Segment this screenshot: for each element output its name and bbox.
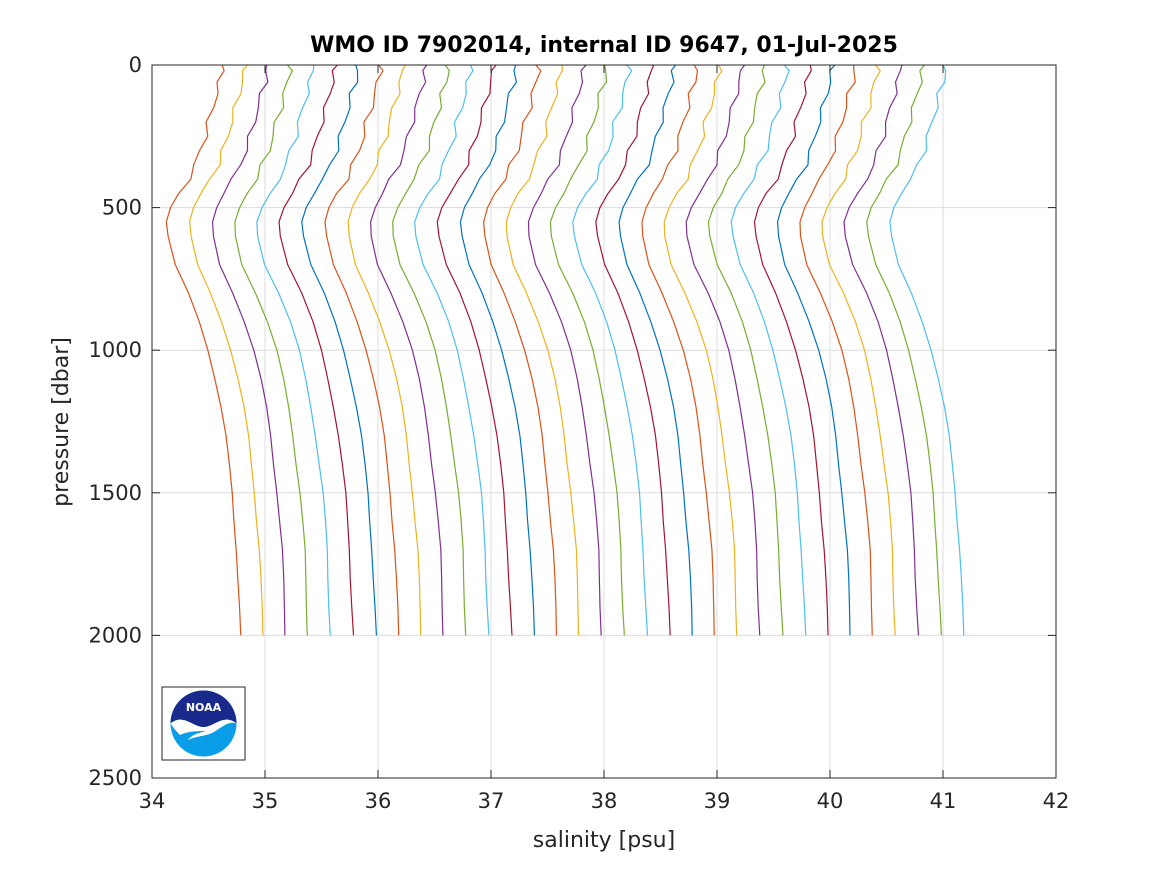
profile-line: [188, 64, 264, 636]
y-tick-label: 1500: [89, 481, 142, 505]
profile-line: [392, 64, 467, 636]
grid-lines: [151, 64, 1057, 779]
profile-line: [436, 64, 513, 636]
chart-title: WMO ID 7902014, internal ID 9647, 01-Jul…: [310, 33, 898, 58]
logo-disc-top: [170, 690, 237, 727]
logo-wave: [170, 719, 237, 740]
x-axis-label: salinity [psu]: [533, 828, 675, 853]
y-axis-label: pressure [dbar]: [49, 337, 74, 507]
profile-line: [483, 64, 558, 636]
profile-line: [889, 64, 965, 636]
profile-line: [347, 64, 422, 636]
profile-line: [165, 64, 242, 636]
profile-line: [799, 64, 873, 636]
profile-line: [256, 64, 331, 636]
y-tick-label: 2500: [89, 766, 142, 790]
profile-line: [234, 64, 308, 636]
profile-line: [324, 64, 400, 636]
profile-line: [821, 64, 896, 636]
profile-line: [685, 64, 761, 636]
profile-line: [618, 64, 693, 636]
x-tick-label: 41: [930, 789, 957, 813]
noaa-logo: NOAA: [161, 686, 246, 761]
y-tick-label: 2000: [89, 623, 142, 647]
profile-line: [572, 64, 649, 636]
y-tick-label: 1000: [89, 338, 142, 362]
x-tick-label: 34: [139, 789, 166, 813]
profile-line: [595, 64, 671, 636]
profile-line: [663, 64, 738, 636]
profile-line: [730, 64, 807, 636]
profile-line: [527, 64, 602, 636]
axis-ticks: 34 35 36 37 38 39 40 41 42 0 500 1000 1500 2000 2500: [89, 53, 1070, 813]
y-tick-label: 500: [102, 196, 142, 220]
x-tick-label: 42: [1043, 789, 1070, 813]
profile-line: [549, 64, 625, 636]
profile-line: [641, 64, 715, 636]
profile-line: [843, 64, 920, 636]
profile-line: [707, 64, 784, 636]
profile-line: [459, 64, 536, 636]
x-tick-label: 36: [365, 789, 392, 813]
y-tick-label: 0: [129, 53, 142, 77]
x-tick-label: 40: [817, 789, 844, 813]
x-tick-label: 39: [704, 789, 731, 813]
profile-line: [301, 64, 378, 636]
profile-line: [866, 64, 943, 636]
profile-line: [211, 64, 286, 636]
profile-line: [278, 64, 355, 636]
logo-text: NOAA: [186, 701, 222, 714]
x-tick-label: 37: [478, 789, 505, 813]
x-tick-label: 35: [252, 789, 279, 813]
profile-line: [414, 64, 490, 636]
profile-lines: [165, 64, 965, 636]
profile-line: [370, 64, 444, 636]
profile-line: [505, 64, 580, 636]
profile-line: [753, 64, 829, 636]
profile-line: [776, 64, 851, 636]
x-tick-label: 38: [591, 789, 618, 813]
